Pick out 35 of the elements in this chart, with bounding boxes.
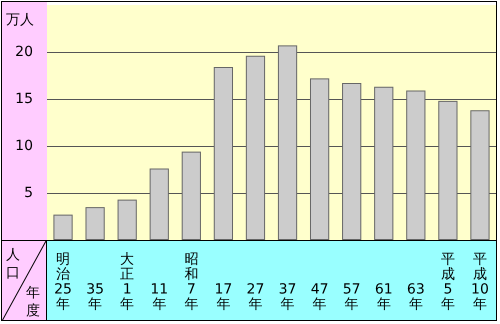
x-tick-label: 大正1年 [120,252,134,312]
x-tick-label: 平成10年 [471,252,489,312]
bar [182,152,201,240]
y-tick-label: 5 [24,185,33,201]
bar [438,100,458,240]
x-axis-title: 年度 [26,284,40,320]
bar [374,86,394,240]
bar [85,207,105,240]
bar [278,45,298,240]
x-tick-label: 27年 [246,282,264,312]
x-tick-label: 17年 [214,282,232,312]
y-tick-label: 20 [15,44,33,60]
x-tick-label: 明治25年 [54,252,72,312]
x-tick-label: 35年 [86,282,104,312]
x-tick-label: 61年 [374,282,393,312]
x-tick-label: 平成5年 [440,252,455,312]
x-tick-label: 昭和7年 [184,252,198,312]
y-axis-title: 万人 [6,12,34,28]
x-tick-label: 11年 [150,282,168,312]
bar [214,67,234,240]
bar [53,214,73,240]
text: 人口 [6,246,20,282]
x-tick-label: 63年 [406,282,425,312]
bar [310,78,330,240]
bar [406,90,426,240]
bar [470,110,490,240]
x-tick-label: 47年 [310,282,329,312]
bar [150,168,169,240]
bar [118,200,137,240]
x-tick-label: 37年 [278,282,296,312]
y-tick-label: 15 [15,91,33,107]
y-tick-label: 10 [15,138,33,154]
bar [342,83,362,240]
bar [246,56,266,240]
x-tick-label: 57年 [342,282,361,312]
